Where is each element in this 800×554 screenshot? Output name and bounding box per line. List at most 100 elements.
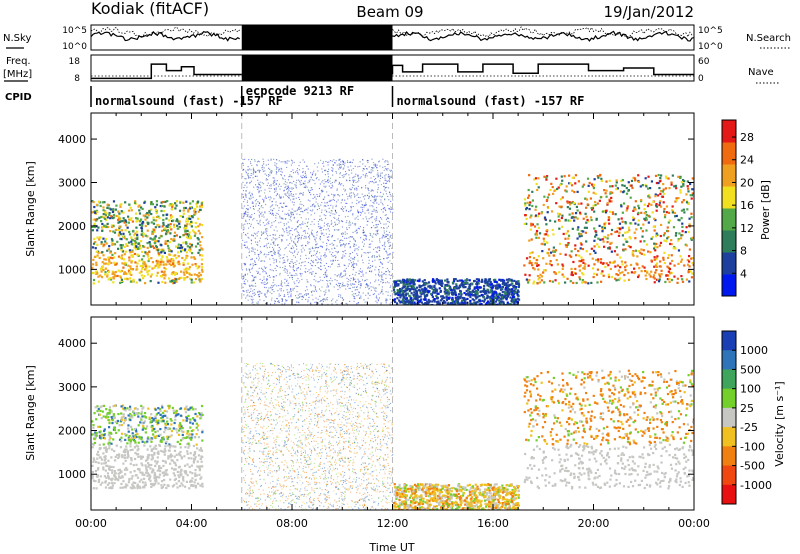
- power-point: [609, 267, 612, 271]
- power-point: [375, 181, 377, 183]
- power-point: [454, 293, 458, 297]
- power-point: [252, 168, 254, 171]
- power-point: [258, 255, 260, 257]
- power-point: [307, 293, 309, 295]
- power-point: [158, 254, 161, 257]
- power-point: [258, 211, 261, 213]
- power-point: [265, 197, 268, 199]
- power-point: [314, 301, 316, 303]
- power-point: [352, 181, 354, 183]
- power-point: [160, 235, 163, 238]
- power-point: [339, 242, 341, 244]
- power-point: [406, 278, 409, 281]
- power-point: [293, 266, 295, 268]
- power-point: [275, 214, 277, 216]
- power-point: [286, 223, 288, 225]
- power-point: [385, 219, 387, 221]
- power-point: [275, 183, 277, 185]
- power-point: [331, 181, 334, 184]
- power-point: [361, 271, 363, 273]
- power-point: [398, 299, 401, 302]
- power-point: [367, 209, 369, 211]
- power-point: [281, 239, 283, 241]
- power-point: [290, 220, 292, 222]
- power-point: [263, 161, 265, 163]
- power-point: [330, 212, 332, 214]
- power-point: [256, 257, 258, 259]
- power-point: [339, 182, 341, 185]
- power-point: [345, 243, 347, 245]
- power-point: [483, 298, 487, 301]
- power-point: [378, 269, 380, 271]
- power-point: [250, 288, 252, 290]
- power-point: [332, 298, 334, 300]
- power-point: [107, 256, 110, 259]
- power-point: [383, 189, 385, 191]
- power-point: [310, 250, 312, 252]
- power-point: [260, 206, 262, 208]
- power-point: [126, 278, 129, 281]
- power-point: [197, 225, 200, 228]
- power-point: [188, 242, 192, 246]
- power-point: [512, 294, 515, 297]
- power-point: [617, 234, 621, 237]
- power-point: [351, 258, 354, 260]
- power-point: [248, 270, 251, 272]
- power-point: [670, 183, 673, 186]
- power-point: [242, 190, 245, 192]
- power-point: [453, 300, 456, 303]
- power-point: [264, 211, 266, 213]
- power-point: [300, 255, 302, 257]
- power-point: [252, 298, 254, 300]
- power-point: [516, 297, 520, 300]
- power-point: [323, 185, 325, 187]
- power-point: [252, 235, 254, 237]
- power-point: [338, 295, 340, 298]
- power-point: [285, 218, 287, 220]
- power-point: [308, 190, 310, 192]
- power-point: [141, 220, 145, 224]
- power-point: [402, 281, 405, 284]
- power-point: [242, 164, 245, 166]
- power-point: [99, 204, 102, 208]
- power-point: [310, 303, 312, 305]
- power-point: [391, 274, 393, 276]
- power-point: [538, 276, 541, 279]
- power-point: [366, 286, 369, 288]
- power-point: [284, 295, 286, 297]
- power-point: [276, 298, 278, 300]
- power-point: [290, 213, 292, 215]
- power-point: [348, 227, 350, 229]
- power-point: [274, 250, 276, 252]
- power-point: [197, 229, 200, 233]
- power-point: [301, 298, 303, 301]
- power-point: [146, 211, 149, 215]
- power-point: [320, 300, 322, 302]
- power-point: [91, 200, 94, 203]
- power-point: [357, 227, 359, 229]
- nsearch-tick-top: 10^5: [698, 26, 723, 36]
- power-point: [374, 269, 376, 271]
- power-point: [320, 245, 322, 247]
- power-point: [438, 287, 441, 290]
- power-point: [280, 288, 282, 290]
- power-point: [385, 236, 387, 238]
- power-point: [253, 208, 255, 210]
- power-point: [357, 185, 359, 187]
- power-point: [186, 233, 189, 236]
- nsearch-label: N.Search: [746, 33, 791, 44]
- power-point: [408, 278, 412, 281]
- power-point: [340, 273, 342, 275]
- power-point: [193, 210, 196, 213]
- power-point: [108, 211, 111, 215]
- power-point: [371, 256, 373, 258]
- power-point: [261, 280, 263, 282]
- power-point: [496, 284, 499, 287]
- power-point: [249, 181, 251, 184]
- power-point: [246, 291, 248, 293]
- power-point: [317, 170, 319, 172]
- power-point: [299, 273, 302, 275]
- power-point: [641, 235, 644, 238]
- power-point: [639, 227, 643, 230]
- power-point: [550, 182, 553, 185]
